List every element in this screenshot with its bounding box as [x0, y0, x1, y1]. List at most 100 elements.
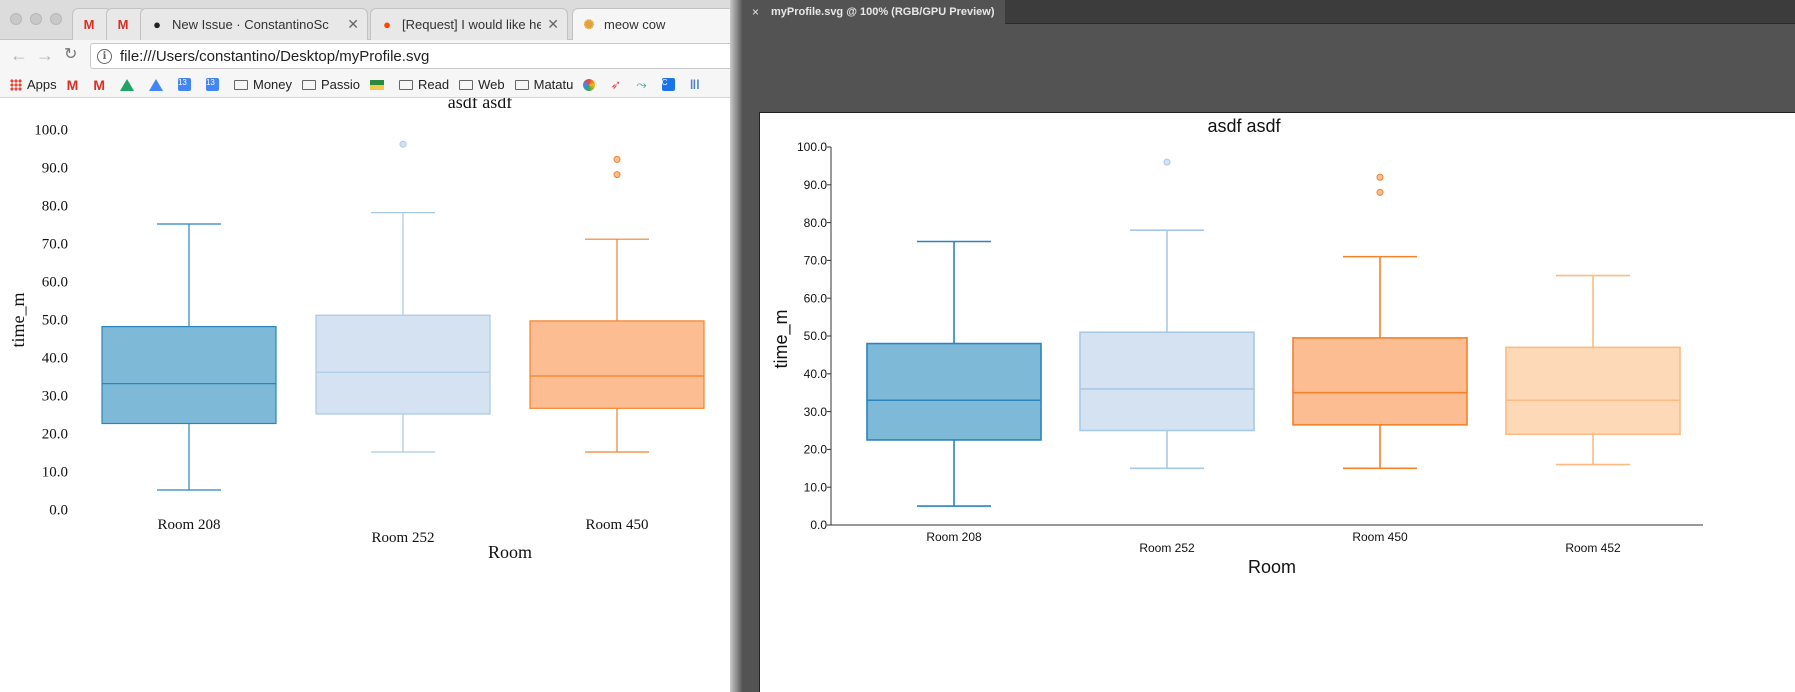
y-tick-label: 70.0 [42, 236, 68, 252]
y-tick-label: 90.0 [42, 160, 68, 176]
preview-document-title: myProfile.svg @ 100% (RGB/GPU Preview) [771, 6, 995, 18]
y-tick-label: 40.0 [42, 350, 68, 366]
browser-tab[interactable]: ● New Issue · ConstantinoSc ✕ [140, 8, 368, 40]
folder-icon [514, 79, 529, 90]
preview-document-tab[interactable]: × myProfile.svg @ 100% (RGB/GPU Preview) [742, 0, 1005, 24]
bookmark-folder-matatu[interactable]: Matatu [514, 77, 573, 92]
bookmark-gmail[interactable]: M [67, 77, 84, 93]
close-tab-icon[interactable]: ✕ [347, 16, 359, 32]
bookmarks-bar: Apps M M 13 13 Money Passio Read Web Mat… [0, 72, 730, 98]
browser-tab[interactable]: M [72, 8, 112, 40]
y-tick-label: 10.0 [804, 480, 828, 494]
folder-icon [233, 79, 248, 90]
box-outlier-point [613, 171, 621, 179]
y-tick-label: 40.0 [804, 367, 828, 381]
browser-window: M M ● New Issue · ConstantinoSc ✕ ● [Req… [0, 0, 730, 692]
y-tick-label: 70.0 [804, 254, 828, 268]
box-plot-chart-browser: asdf asdf 0.0 10.0 20.0 30.0 40.0 50.0 60.0 70.0… [8, 98, 705, 562]
flag-icon [370, 79, 385, 90]
browser-tab-active[interactable]: ✺ meow cow [572, 8, 730, 40]
back-arrow-icon[interactable]: ← [10, 45, 28, 65]
bookmark-apps[interactable]: Apps [10, 77, 57, 92]
gmail-icon: M [117, 17, 129, 32]
zoom-window-button[interactable] [50, 13, 62, 25]
bookmark-folder-money[interactable]: Money [233, 77, 292, 92]
box-outlier-point [1376, 188, 1384, 196]
y-tick-label: 10.0 [42, 464, 68, 480]
bookmark-folder-web[interactable]: Web [459, 77, 505, 92]
x-category-label: Room 450 [586, 517, 649, 533]
close-window-button[interactable] [10, 13, 22, 25]
bookmark-bars[interactable]: ǁǀ [690, 77, 705, 92]
x-axis-label: Room [488, 542, 532, 562]
y-tick-label: 50.0 [804, 329, 828, 343]
preview-pasteboard-left [742, 112, 759, 692]
box-outlier-point [399, 140, 407, 148]
y-tick-label: 0.0 [49, 502, 68, 518]
y-axis-label: time_m [8, 293, 28, 348]
x-category-label: Room 208 [926, 530, 982, 544]
y-tick-label: 90.0 [804, 178, 828, 192]
y-tick-label: 50.0 [42, 312, 68, 328]
x-category-label: Room 450 [1352, 530, 1408, 544]
x-category-label: Room 252 [1139, 541, 1195, 555]
folder-icon [302, 79, 317, 90]
bookmark-c[interactable]: C [661, 78, 680, 91]
chart-title: asdf asdf [1207, 116, 1281, 136]
bookmark-calendar[interactable]: 13 [177, 78, 196, 91]
folder-icon [459, 79, 474, 90]
gmail-icon: M [66, 76, 79, 93]
reload-icon[interactable]: ↻ [64, 46, 78, 63]
y-tick-label: 0.0 [810, 518, 827, 532]
window-divider [730, 0, 742, 692]
bookmark-gmail[interactable]: M [93, 77, 110, 93]
y-tick-label: 60.0 [804, 291, 828, 305]
minimize-window-button[interactable] [30, 13, 42, 25]
forward-arrow-icon[interactable]: → [36, 45, 54, 65]
bars-icon: ǁǀ [689, 77, 700, 92]
box-iqr [529, 320, 705, 409]
bookmark-bird[interactable]: ⤳ [636, 77, 651, 93]
close-document-icon[interactable]: × [752, 5, 760, 19]
y-tick-label: 20.0 [42, 426, 68, 442]
bookmark-folder-passio[interactable]: Passio [302, 77, 360, 92]
c-icon: C [661, 78, 675, 91]
address-bar[interactable]: i file:///Users/constantino/Desktop/myPr… [90, 43, 730, 69]
y-tick-label: 30.0 [804, 405, 828, 419]
box-iqr [1079, 331, 1255, 432]
browser-tab[interactable]: ● [Request] I would like help ✕ [370, 8, 568, 40]
x-category-label: Room 252 [372, 530, 435, 546]
browser-tab[interactable]: M [106, 8, 146, 40]
y-tick-label: 100.0 [34, 122, 68, 138]
bookmark-calendar[interactable]: 13 [205, 78, 224, 91]
bookmark-drive[interactable] [119, 78, 139, 91]
info-icon[interactable]: i [97, 48, 112, 64]
y-tick-label: 100.0 [797, 140, 827, 154]
pinwheel-icon [583, 78, 596, 91]
y-tick-label: 30.0 [42, 388, 68, 404]
bookmark-pinwheel[interactable] [583, 78, 600, 91]
close-tab-icon[interactable]: ✕ [547, 16, 559, 32]
apps-icon [10, 78, 22, 91]
box-iqr [101, 326, 277, 425]
gmail-icon: M [93, 76, 105, 93]
calendar-icon: 13 [205, 78, 219, 91]
drive-icon [148, 78, 163, 91]
y-tick-label: 60.0 [42, 274, 68, 290]
browser-toolbar: ← → ↻ i file:///Users/constantino/Deskto… [0, 40, 730, 72]
bookmark-rocket[interactable]: ➶ [610, 77, 626, 93]
svg-preview-window: × myProfile.svg @ 100% (RGB/GPU Preview)… [742, 0, 1795, 692]
calendar-icon: 13 [177, 78, 191, 91]
box-iqr [866, 342, 1042, 441]
tab-strip: M M ● New Issue · ConstantinoSc ✕ ● [Req… [0, 0, 730, 40]
preview-artboard: asdf asdf 0.0 10.0 20.0 30.0 40.0 50.0 60.0 70.0… [759, 112, 1795, 692]
box-iqr [1292, 337, 1468, 426]
bookmark-flag[interactable] [370, 79, 389, 90]
bookmark-folder-read[interactable]: Read [399, 77, 449, 92]
gmail-icon: M [83, 17, 95, 32]
x-category-label: Room 208 [158, 517, 221, 533]
x-category-label: Room 452 [1565, 541, 1621, 555]
browser-viewport: asdf asdf 0.0 10.0 20.0 30.0 40.0 50.0 60.0 70.0… [0, 98, 730, 692]
bookmark-drive[interactable] [148, 78, 168, 91]
y-tick-label: 20.0 [804, 443, 828, 457]
